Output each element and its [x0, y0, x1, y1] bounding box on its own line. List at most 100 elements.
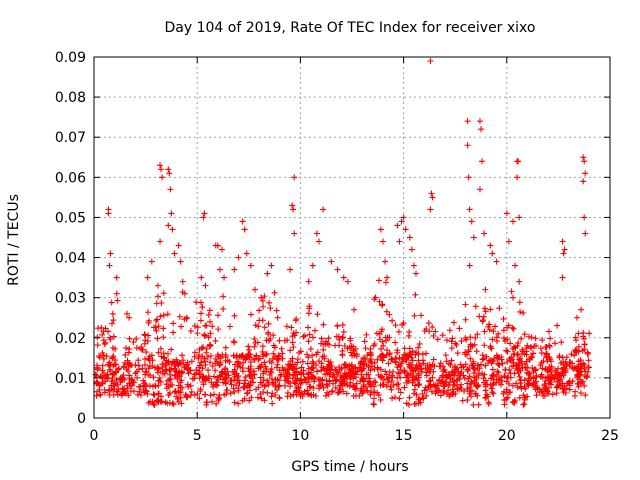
- data-point: [464, 380, 471, 387]
- data-point: [445, 373, 452, 380]
- data-point: [472, 334, 479, 341]
- data-point: [293, 387, 300, 394]
- data-point: [378, 352, 385, 359]
- data-point: [467, 334, 474, 341]
- data-point: [356, 392, 363, 399]
- data-point: [228, 381, 235, 388]
- data-point: [334, 323, 341, 330]
- data-point: [176, 373, 183, 380]
- data-point: [160, 312, 167, 319]
- data-point: [580, 154, 587, 161]
- data-point: [261, 324, 268, 331]
- data-point: [176, 313, 183, 320]
- data-point: [246, 354, 253, 361]
- data-point: [462, 349, 469, 356]
- data-point: [509, 218, 516, 225]
- data-point: [384, 334, 391, 341]
- data-point: [537, 345, 544, 352]
- data-point: [423, 326, 430, 333]
- data-point: [323, 381, 330, 388]
- data-point: [138, 346, 145, 353]
- data-point: [153, 300, 160, 307]
- data-point: [386, 311, 393, 318]
- data-point: [182, 391, 189, 398]
- data-point: [260, 303, 267, 310]
- data-point: [458, 381, 465, 388]
- data-point: [414, 377, 421, 384]
- data-point: [361, 383, 368, 390]
- data-point: [314, 368, 321, 375]
- data-point: [108, 299, 115, 306]
- data-point: [113, 376, 120, 383]
- data-point: [149, 398, 156, 405]
- data-point: [509, 382, 516, 389]
- data-point: [423, 350, 430, 357]
- data-point: [122, 351, 129, 358]
- data-point: [458, 364, 465, 371]
- data-point: [110, 333, 117, 340]
- plot-frame: [93, 56, 611, 419]
- data-point: [251, 355, 258, 362]
- data-point: [420, 394, 427, 401]
- data-point: [195, 351, 202, 358]
- data-point: [509, 324, 516, 331]
- data-point: [383, 308, 390, 315]
- data-point: [267, 368, 274, 375]
- data-point: [481, 230, 488, 237]
- data-point: [113, 274, 120, 281]
- data-point: [203, 349, 210, 356]
- data-point: [284, 393, 291, 400]
- data-point: [100, 352, 107, 359]
- data-point: [308, 369, 315, 376]
- data-point: [199, 353, 206, 360]
- data-point: [239, 352, 246, 359]
- data-point: [167, 375, 174, 382]
- data-point: [322, 392, 329, 399]
- data-point: [563, 361, 570, 368]
- data-point: [464, 397, 471, 404]
- data-point: [312, 327, 319, 334]
- data-point: [183, 314, 190, 321]
- data-point: [222, 344, 229, 351]
- data-point: [400, 214, 407, 221]
- data-point: [194, 391, 201, 398]
- data-point: [396, 395, 403, 402]
- data-point: [451, 382, 458, 389]
- data-point: [144, 338, 151, 345]
- data-point: [287, 266, 294, 273]
- data-point: [512, 262, 519, 269]
- data-point: [268, 393, 275, 400]
- data-point: [232, 373, 239, 380]
- data-point: [171, 388, 178, 395]
- data-point: [408, 246, 415, 253]
- data-point: [449, 335, 456, 342]
- data-point: [387, 383, 394, 390]
- data-point: [582, 230, 589, 237]
- data-point: [114, 391, 121, 398]
- data-point: [410, 390, 417, 397]
- data-point: [402, 357, 409, 364]
- data-point: [572, 334, 579, 341]
- data-point: [544, 358, 551, 365]
- data-point: [507, 340, 514, 347]
- data-point: [561, 365, 568, 372]
- data-point: [496, 376, 503, 383]
- data-point: [217, 359, 224, 366]
- data-point: [198, 359, 205, 366]
- data-point: [371, 383, 378, 390]
- data-point: [504, 359, 511, 366]
- data-point: [156, 374, 163, 381]
- data-point: [490, 371, 497, 378]
- data-point: [434, 336, 441, 343]
- data-point: [448, 345, 455, 352]
- data-point: [440, 383, 447, 390]
- data-point: [445, 381, 452, 388]
- data-point: [177, 389, 184, 396]
- data-point: [341, 370, 348, 377]
- data-point: [476, 186, 483, 193]
- y-axis-ticks: 0 0.01 0.02 0.03 0.04 0.05 0.06 0.07 0.08 0.09: [55, 50, 610, 427]
- data-point: [100, 328, 107, 335]
- data-point: [257, 364, 264, 371]
- data-point: [585, 351, 592, 358]
- data-point: [560, 389, 567, 396]
